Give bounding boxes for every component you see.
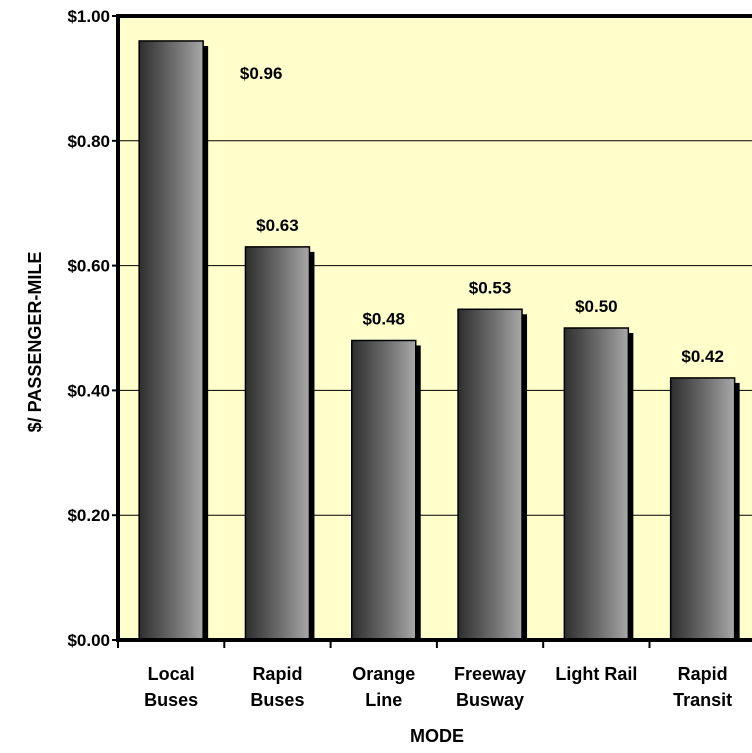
bar [244,246,311,641]
data-label: $0.63 [256,216,299,235]
x-category-label: Rapid Transit [673,664,732,710]
x-category-label: Freeway Busway [454,664,526,710]
y-tick-label: $0.60 [67,257,110,276]
data-label: $0.53 [469,278,512,297]
y-axis-title: $/ PASSENGER-MILE [25,252,45,433]
data-label: $0.50 [575,297,618,316]
data-label: $0.48 [362,309,405,328]
y-tick-label: $0.40 [67,381,110,400]
bar [351,339,417,641]
y-tick-label: $0.00 [67,631,110,650]
data-labels: $0.96 $0.63 $0.48 $0.53 $0.50 $0.42 [240,64,724,366]
bar [457,308,523,641]
plot-area [118,16,752,640]
x-axis-categories: Local Buses Rapid Buses Orange Line Freeway Bus… [117,640,732,710]
x-category-label: Light Rail [555,664,637,684]
bar [138,40,204,641]
bar [669,377,736,641]
x-category-label: Rapid Buses [250,664,304,710]
y-tick-label: $0.80 [67,132,110,151]
bars [138,40,740,641]
y-tick-label: $1.00 [67,7,110,26]
data-label: $0.42 [681,347,724,366]
x-category-label: Orange Line [352,664,415,710]
y-axis-ticks: $0.00 $0.20 $0.40 $0.60 $0.80 $1.00 [67,7,118,650]
data-label: $0.96 [240,64,283,83]
plot-border [116,14,752,642]
plot-frame [116,14,752,642]
y-tick-label: $0.20 [67,506,110,525]
x-category-label: Local Buses [144,664,198,710]
bar [563,327,630,641]
gridlines [118,140,752,516]
x-axis-title: MODE [410,726,464,746]
